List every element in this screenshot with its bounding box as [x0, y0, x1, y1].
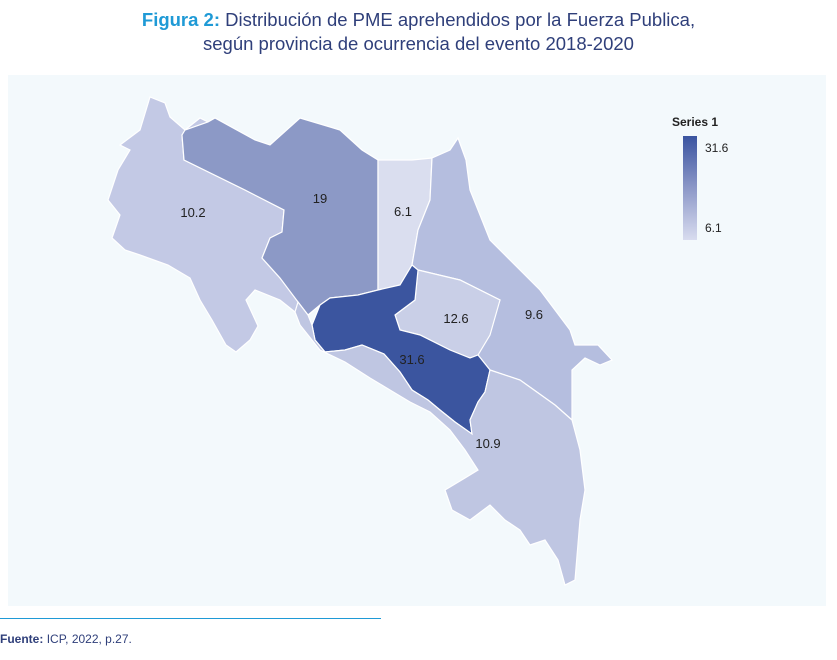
source-text: ICP, 2022, p.27.	[46, 632, 132, 646]
legend-min-value: 6.1	[705, 221, 722, 235]
legend-color-scale	[683, 136, 697, 240]
region-label-san-jose: 31.6	[399, 352, 424, 367]
figure-title: Figura 2: Distribución de PME aprehendid…	[0, 8, 837, 56]
title-line-1: Figura 2: Distribución de PME aprehendid…	[0, 8, 837, 32]
figure-label: Figura 2:	[141, 9, 221, 30]
region-puntarenas[interactable]	[294, 300, 586, 586]
title-text: Distribución de PME aprehendidos por la …	[225, 9, 696, 30]
region-label-heredia: 6.1	[394, 204, 412, 219]
region-label-puntarenas: 10.9	[475, 436, 500, 451]
source-divider	[0, 618, 381, 619]
region-label-cartago: 12.6	[443, 311, 468, 326]
region-label-guanacaste: 10.2	[180, 205, 205, 220]
source-note: Fuente: ICP, 2022, p.27.	[0, 632, 132, 646]
legend-title: Series 1	[672, 115, 719, 129]
region-label-limon: 9.6	[525, 307, 543, 322]
title-line-2: según provincia de ocurrencia del evento…	[203, 33, 634, 54]
source-label: Fuente:	[0, 632, 44, 646]
legend-max-value: 31.6	[705, 141, 729, 155]
region-label-alajuela: 19	[313, 191, 327, 206]
